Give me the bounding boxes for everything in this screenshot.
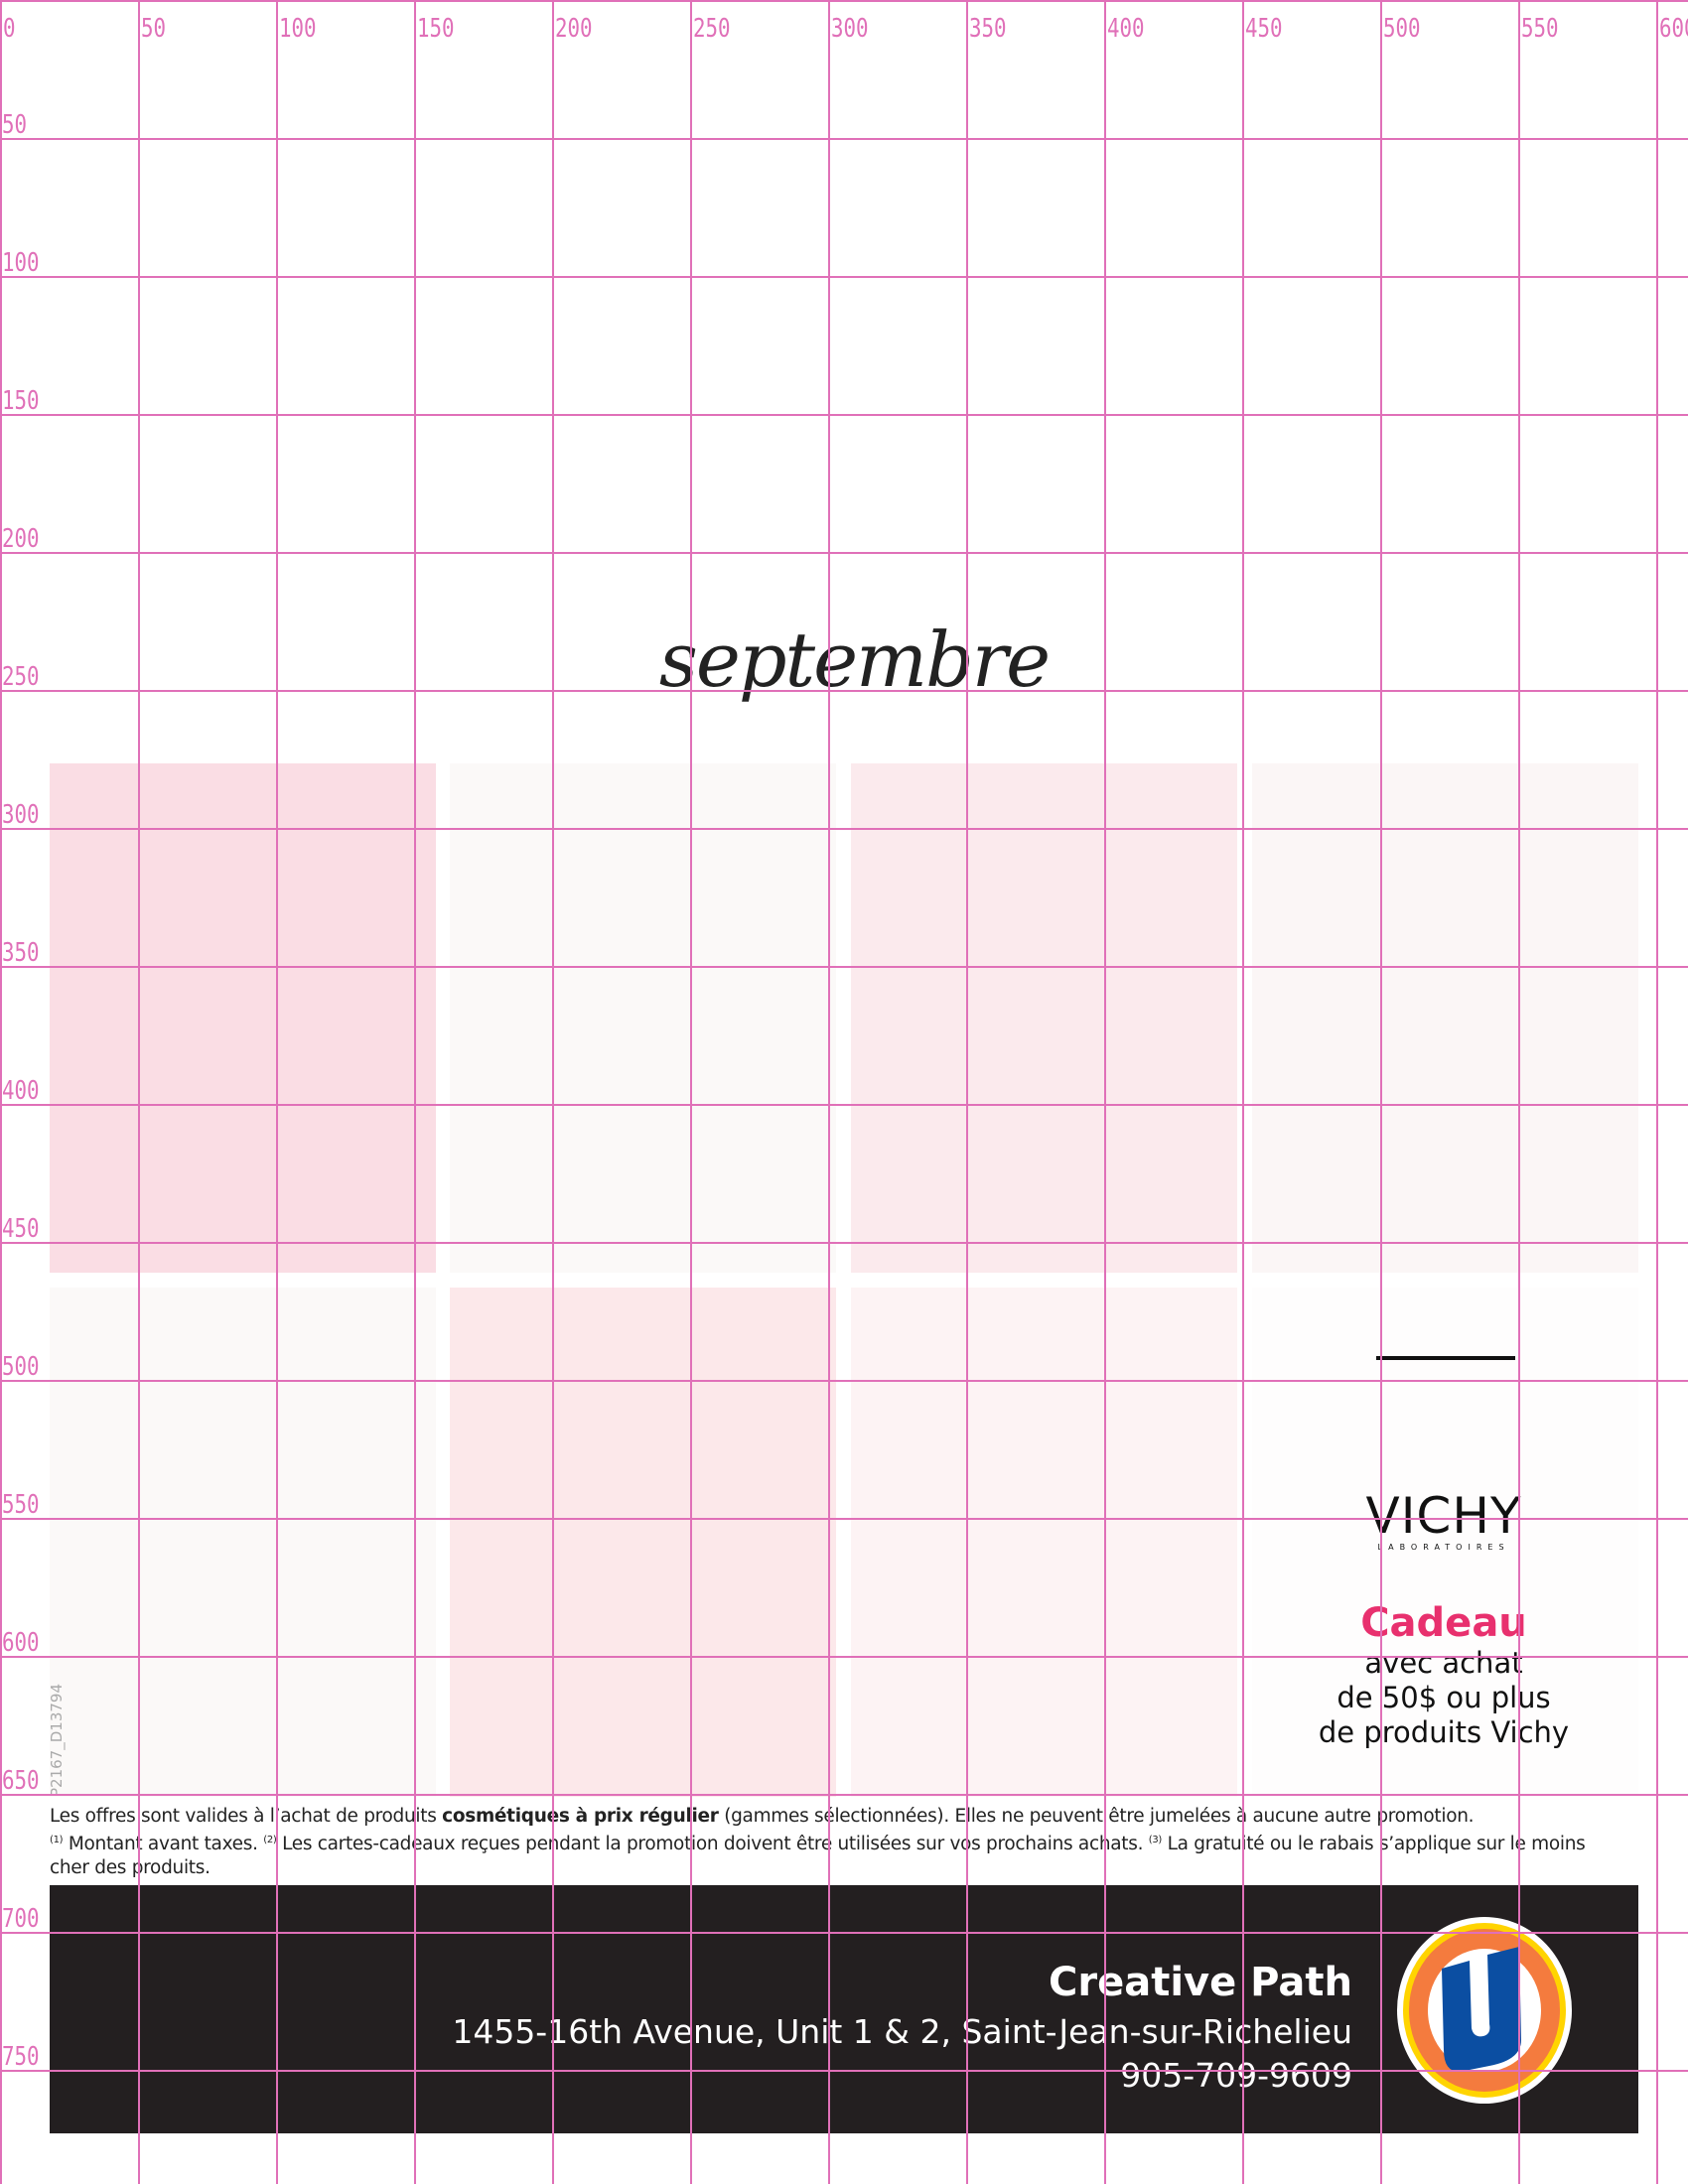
promo-tile	[450, 1288, 836, 1797]
store-name: Creative Path	[1049, 1960, 1352, 2005]
grid-label-y: 150	[2, 386, 40, 416]
footnote-mark: (2)	[263, 1835, 277, 1845]
grid-label-x: 200	[555, 14, 593, 44]
store-address: 1455-16th Avenue, Unit 1 & 2, Saint-Jean…	[452, 2012, 1352, 2051]
grid-label-x: 150	[417, 14, 455, 44]
grid-label-x: 400	[1107, 14, 1145, 44]
promo-tile	[50, 763, 436, 1273]
grid-line-horizontal	[0, 138, 1688, 140]
page-title: septembre	[658, 615, 1051, 704]
promo-tile	[450, 763, 836, 1273]
promo-tile	[50, 1288, 436, 1797]
promo-tile	[851, 763, 1237, 1273]
grid-line-horizontal	[0, 276, 1688, 278]
grid-label-x: 350	[969, 14, 1007, 44]
grid-label-y: 50	[2, 110, 28, 140]
grid-label-y: 700	[2, 1904, 40, 1934]
document-code: P2167_D13794	[48, 1684, 66, 1797]
grid-label-y: 450	[2, 1214, 40, 1244]
grid-label-y: 750	[2, 2042, 40, 2072]
grid-label-y: 400	[2, 1076, 40, 1106]
grid-label-x: 600	[1659, 14, 1688, 44]
promo-line: de 50$ ou plus	[1336, 1681, 1551, 1714]
promo-tile	[851, 1288, 1237, 1797]
grid-label-x: 100	[279, 14, 317, 44]
legal-bold: cosmétiques à prix régulier	[442, 1806, 719, 1827]
footnote-mark: (1)	[50, 1835, 64, 1845]
promo-offer: Cadeau avec achat de 50$ ou plus de prod…	[1245, 1600, 1642, 1750]
legal-text: Les offres sont valides à l’achat de pro…	[50, 1805, 1599, 1880]
grid-label-y: 300	[2, 800, 40, 830]
grid-label-y: 350	[2, 938, 40, 968]
grid-line-horizontal	[0, 552, 1688, 554]
grid-label-y: 650	[2, 1766, 40, 1796]
legal-part: Montant avant taxes.	[63, 1834, 264, 1855]
store-logo-icon	[1397, 1917, 1572, 2104]
legal-part: (gammes sélectionnées). Elles ne peuvent…	[718, 1806, 1475, 1827]
grid-label-y: 200	[2, 524, 40, 554]
grid-label-x: 500	[1383, 14, 1421, 44]
legal-part: Les cartes-cadeaux reçues pendant la pro…	[276, 1834, 1149, 1855]
promo-line: de produits Vichy	[1318, 1715, 1570, 1749]
promo-tile	[1252, 1288, 1638, 1797]
legal-part: La gratuité ou le rabais s’applique sur …	[50, 1834, 1586, 1879]
grid-label-y: 250	[2, 662, 40, 692]
grid-line-horizontal	[0, 414, 1688, 416]
promo-tile	[1252, 763, 1638, 1273]
grid-label-x: 550	[1521, 14, 1559, 44]
promo-headline: Cadeau	[1360, 1600, 1527, 1646]
footnote-mark: (3)	[1148, 1835, 1163, 1845]
grid-label-x: 450	[1245, 14, 1283, 44]
grid-line-vertical	[0, 0, 2, 2184]
store-phone: 905-709-9609	[1120, 2056, 1352, 2095]
vichy-brand: VICHY	[1365, 1487, 1522, 1545]
divider-line	[1376, 1356, 1515, 1360]
grid-label-x: 250	[693, 14, 731, 44]
grid-line-vertical	[1656, 0, 1658, 2184]
grid-label-y: 600	[2, 1628, 40, 1658]
grid-label-x: 0	[3, 14, 16, 44]
grid-label-y: 550	[2, 1490, 40, 1520]
store-footer: Creative Path 1455-16th Avenue, Unit 1 &…	[50, 1885, 1638, 2133]
vichy-logo: VICHY LABORATOIRES	[1325, 1489, 1563, 1552]
legal-part: Les offres sont valides à l’achat de pro…	[50, 1806, 443, 1827]
grid-label-x: 50	[141, 14, 167, 44]
grid-label-y: 500	[2, 1352, 40, 1382]
grid-label-y: 100	[2, 248, 40, 278]
grid-label-x: 300	[831, 14, 869, 44]
promo-line: avec achat	[1364, 1646, 1523, 1680]
grid-line-horizontal	[0, 0, 1688, 2]
vichy-sub: LABORATOIRES	[1377, 1543, 1510, 1552]
